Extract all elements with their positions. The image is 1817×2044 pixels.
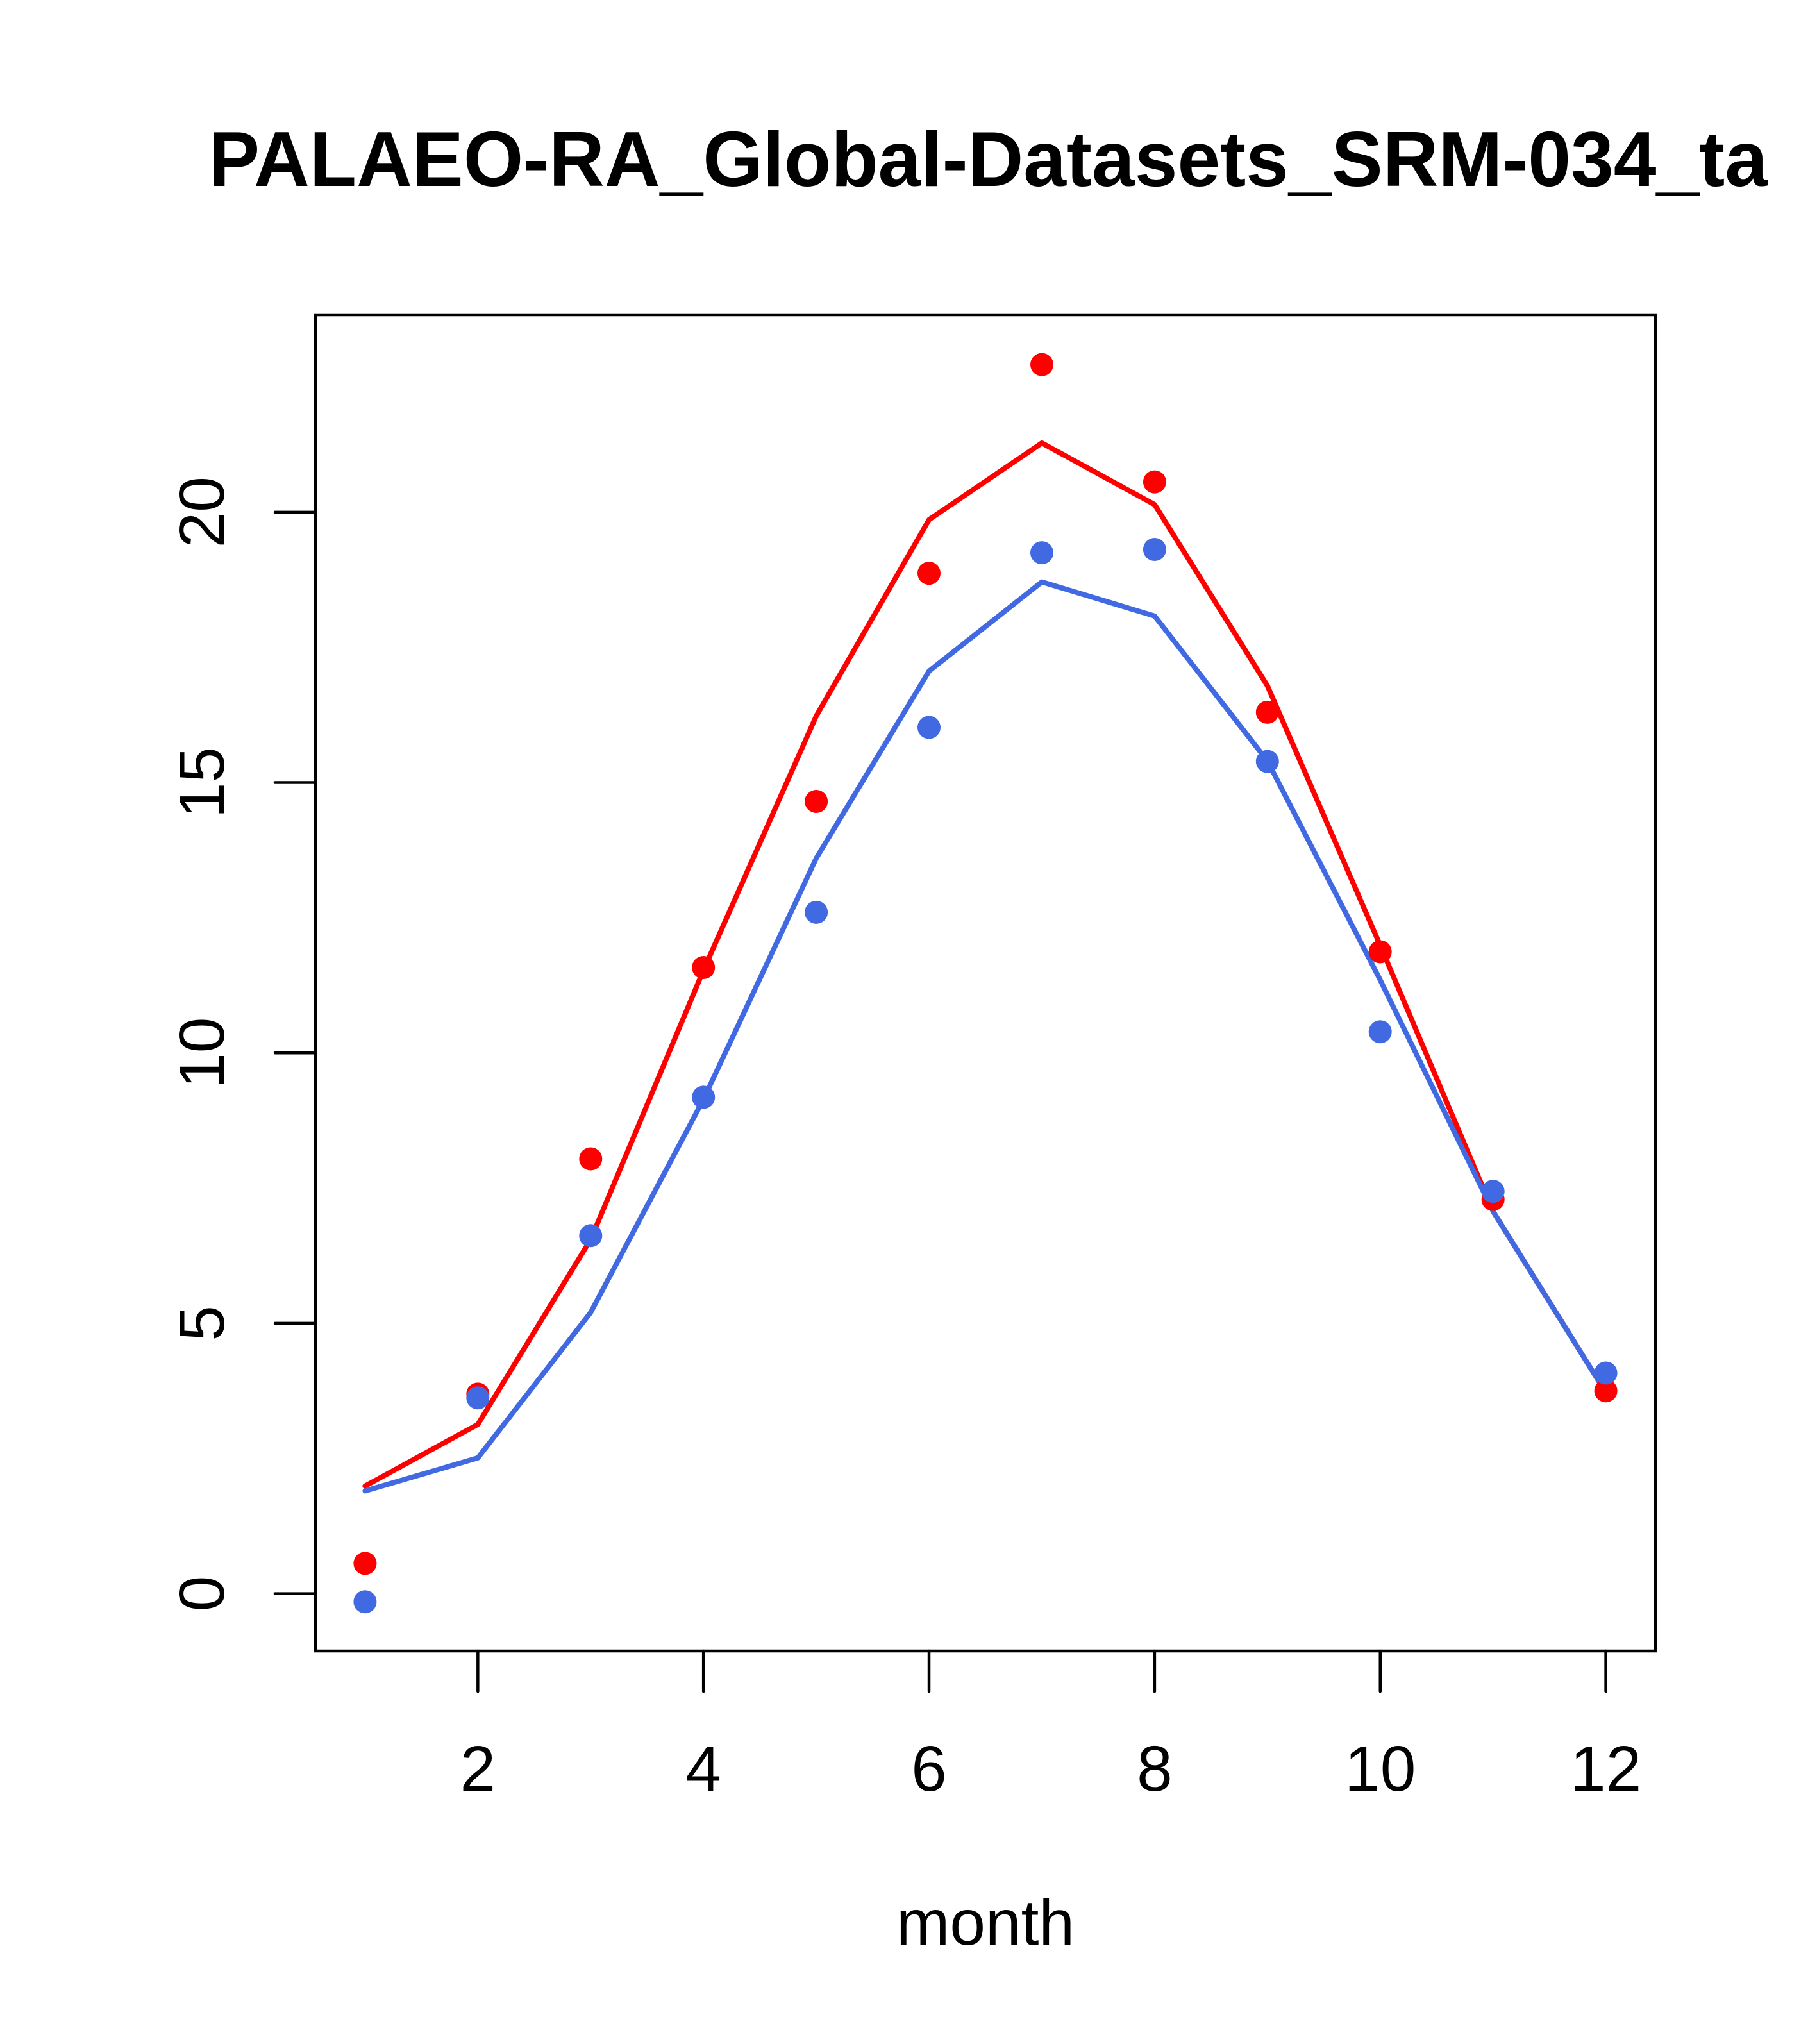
blue-points-point — [1143, 538, 1166, 561]
blue-points-point — [1368, 1020, 1392, 1044]
x-tick-label: 4 — [685, 1733, 721, 1805]
blue-points-point — [1255, 750, 1279, 773]
red-points-point — [1143, 470, 1166, 494]
blue-points-point — [1481, 1180, 1505, 1203]
x-axis-label: month — [896, 1887, 1075, 1959]
red-points-point — [1030, 353, 1053, 376]
red-points-point — [805, 790, 828, 813]
red-points-point — [1255, 700, 1279, 724]
blue-points-point — [692, 1085, 716, 1109]
x-tick-label: 2 — [460, 1733, 496, 1805]
y-axis: 0 5 10 15 20 — [166, 476, 317, 1612]
red-points-point — [353, 1552, 377, 1575]
red-points-point — [917, 562, 941, 585]
blue-points-point — [917, 716, 941, 739]
y-tick-label: 0 — [166, 1576, 238, 1612]
blue-points — [353, 538, 1618, 1614]
y-tick-label: 15 — [166, 747, 238, 818]
chart-title: PALAEO-RA_Global-Datasets_SRM-034_ta — [208, 115, 1768, 203]
red-points-point — [1594, 1379, 1618, 1403]
blue-line — [362, 579, 1609, 1494]
blue-points-point — [353, 1590, 377, 1614]
y-tick-label: 10 — [166, 1018, 238, 1089]
y-tick-label: 20 — [166, 476, 238, 548]
x-tick-label: 6 — [911, 1733, 947, 1805]
series-layer — [353, 353, 1618, 1614]
blue-points-point — [805, 900, 828, 924]
red-points-point — [692, 956, 716, 979]
x-tick-label: 10 — [1344, 1733, 1416, 1805]
x-axis: 2 4 6 8 10 12 — [460, 1649, 1641, 1805]
y-tick-label: 5 — [166, 1305, 238, 1341]
red-points-point — [1368, 940, 1392, 964]
blue-points-point — [1594, 1361, 1618, 1385]
plot-frame — [314, 313, 1657, 1653]
x-tick-label: 8 — [1137, 1733, 1173, 1805]
red-line — [362, 440, 1609, 1489]
blue-points-point — [1030, 541, 1053, 565]
blue-points-point — [579, 1224, 603, 1248]
blue-points-point — [466, 1386, 490, 1410]
red-points-point — [579, 1147, 603, 1171]
x-tick-label: 12 — [1570, 1733, 1641, 1805]
